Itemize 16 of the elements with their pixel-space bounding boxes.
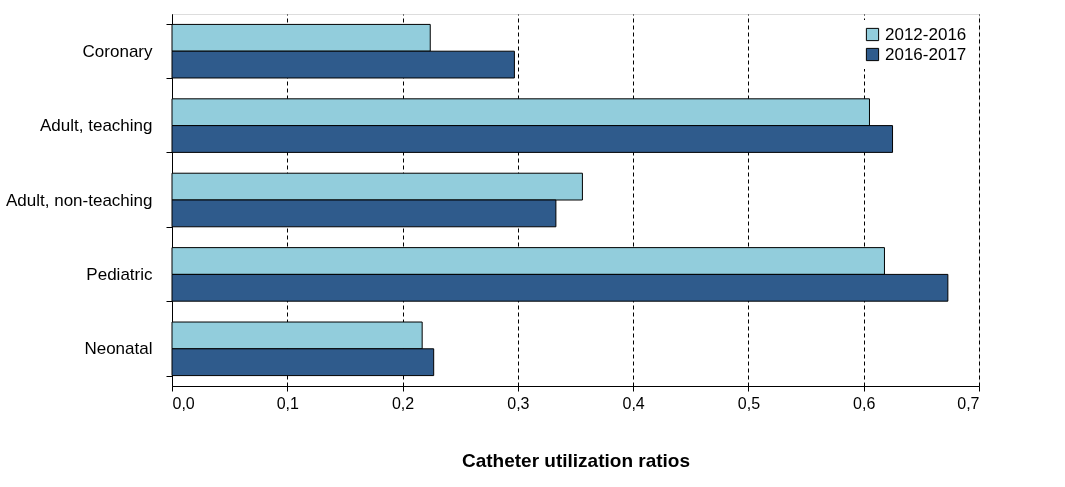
y-tick-label: Pediatric [86, 264, 153, 284]
x-tick-label: 0,0 [172, 394, 195, 412]
x-tick-label: 0,3 [507, 394, 530, 412]
x-tick-label: 0,5 [737, 394, 761, 412]
x-tick-label: 0,7 [957, 394, 980, 412]
x-tick-label: 0,6 [853, 394, 876, 412]
y-tick-label: Adult, non-teaching [6, 190, 153, 210]
x-tick-label: 0,4 [622, 394, 645, 412]
x-tick-label: 0,2 [391, 394, 415, 412]
legend-label: 2012-2016 [885, 24, 967, 44]
x-axis-title: Catheter utilization ratios [461, 449, 691, 471]
y-tick-label: Coronary [82, 41, 153, 61]
x-tick-label: 0,1 [276, 394, 299, 412]
y-tick-label: Adult, teaching [40, 116, 153, 136]
legend-label: 2016-2017 [885, 44, 967, 64]
y-tick-label: Neonatal [84, 339, 153, 359]
